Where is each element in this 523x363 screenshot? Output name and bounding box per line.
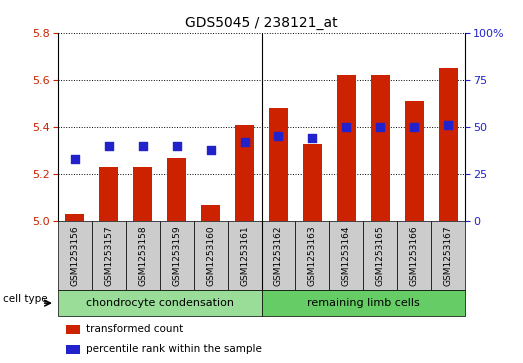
- Text: percentile rank within the sample: percentile rank within the sample: [86, 344, 262, 354]
- Bar: [337, 75, 356, 221]
- Text: cell type: cell type: [3, 294, 47, 305]
- Bar: [269, 108, 288, 221]
- Bar: [329, 221, 363, 290]
- Point: [206, 147, 215, 152]
- Text: GSM1253156: GSM1253156: [70, 225, 79, 286]
- Point: [445, 122, 453, 128]
- Bar: [439, 68, 458, 221]
- Text: chondrocyte condensation: chondrocyte condensation: [86, 298, 233, 308]
- Bar: [295, 221, 329, 290]
- Bar: [262, 290, 465, 316]
- Bar: [228, 221, 262, 290]
- Text: GSM1253157: GSM1253157: [104, 225, 113, 286]
- Bar: [126, 221, 160, 290]
- Bar: [371, 75, 390, 221]
- Point: [173, 143, 181, 149]
- Bar: [66, 325, 80, 334]
- Bar: [167, 158, 186, 221]
- Point: [275, 134, 283, 139]
- Point: [138, 143, 146, 149]
- Bar: [431, 221, 465, 290]
- Title: GDS5045 / 238121_at: GDS5045 / 238121_at: [185, 16, 338, 30]
- Bar: [303, 144, 322, 221]
- Bar: [99, 167, 118, 221]
- Bar: [160, 221, 194, 290]
- Point: [377, 124, 385, 130]
- Bar: [397, 221, 431, 290]
- Bar: [235, 125, 254, 221]
- Point: [411, 124, 419, 130]
- Text: GSM1253167: GSM1253167: [444, 225, 453, 286]
- Bar: [65, 214, 84, 221]
- Text: GSM1253159: GSM1253159: [172, 225, 181, 286]
- Bar: [405, 101, 424, 221]
- Text: GSM1253165: GSM1253165: [376, 225, 385, 286]
- Text: GSM1253161: GSM1253161: [240, 225, 249, 286]
- Bar: [201, 205, 220, 221]
- Text: GSM1253158: GSM1253158: [138, 225, 147, 286]
- Text: GSM1253164: GSM1253164: [342, 226, 351, 286]
- Bar: [363, 221, 397, 290]
- Text: GSM1253166: GSM1253166: [410, 225, 419, 286]
- Text: GSM1253163: GSM1253163: [308, 225, 317, 286]
- Bar: [194, 221, 228, 290]
- Point: [105, 143, 113, 149]
- Bar: [66, 344, 80, 354]
- Point: [70, 156, 78, 162]
- Bar: [58, 221, 92, 290]
- Bar: [133, 167, 152, 221]
- Bar: [92, 221, 126, 290]
- Point: [309, 135, 317, 141]
- Point: [343, 124, 351, 130]
- Text: GSM1253162: GSM1253162: [274, 226, 283, 286]
- Bar: [262, 221, 295, 290]
- Bar: [58, 290, 262, 316]
- Text: remaining limb cells: remaining limb cells: [307, 298, 420, 308]
- Point: [241, 139, 249, 145]
- Text: GSM1253160: GSM1253160: [206, 225, 215, 286]
- Text: transformed count: transformed count: [86, 325, 184, 334]
